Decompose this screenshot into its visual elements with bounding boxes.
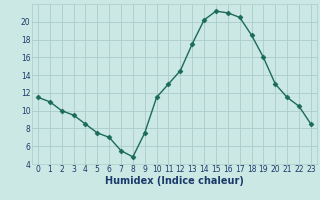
X-axis label: Humidex (Indice chaleur): Humidex (Indice chaleur) <box>105 176 244 186</box>
